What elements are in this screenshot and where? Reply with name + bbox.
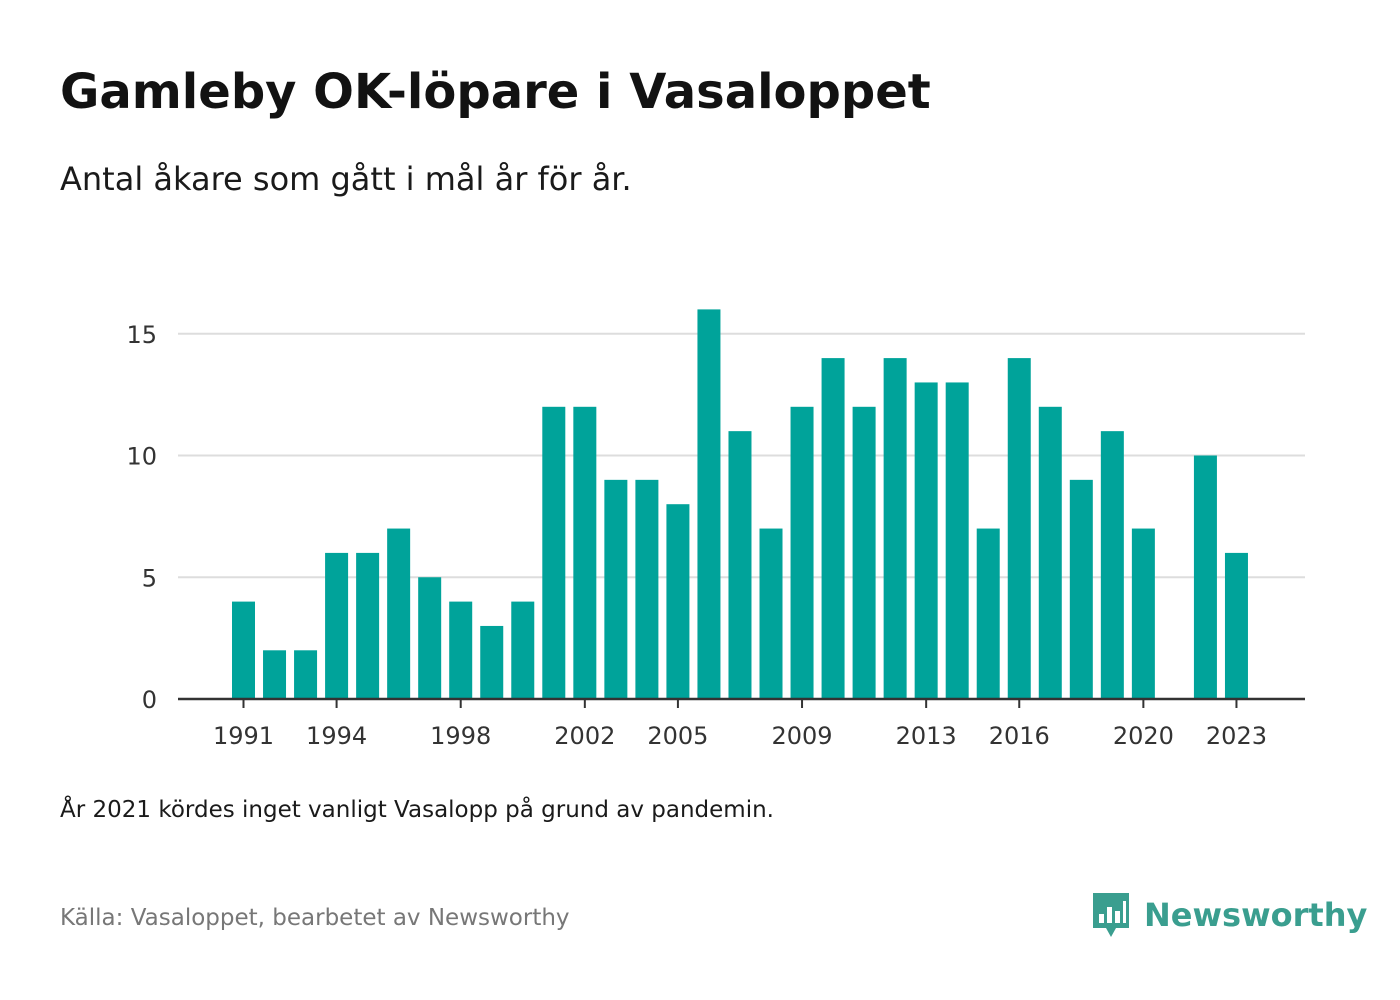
bar <box>387 528 411 699</box>
y-tick-label: 15 <box>126 321 157 349</box>
bar <box>542 406 566 699</box>
brand-logo: Newsworthy <box>1090 890 1367 940</box>
brand-name: Newsworthy <box>1144 896 1368 934</box>
bar <box>852 406 876 699</box>
bar <box>1100 431 1124 699</box>
bar <box>790 406 814 699</box>
bar <box>604 479 628 699</box>
bar <box>263 650 287 699</box>
chart-note: År 2021 kördes inget vanligt Vasalopp på… <box>60 797 774 823</box>
x-tick-label: 2002 <box>554 722 615 750</box>
bar <box>728 431 752 699</box>
bar <box>294 650 318 699</box>
bar <box>325 552 349 699</box>
bar <box>1224 552 1248 699</box>
x-tick-label: 2009 <box>772 722 833 750</box>
bar <box>1038 406 1062 699</box>
bar <box>1193 455 1217 699</box>
bar <box>759 528 783 699</box>
bar <box>883 358 907 699</box>
bar <box>635 479 659 699</box>
bar <box>945 382 969 699</box>
y-tick-label: 10 <box>126 443 157 471</box>
y-tick-label: 5 <box>142 564 157 592</box>
bar <box>449 601 473 699</box>
y-tick-label: 0 <box>142 686 157 714</box>
bar <box>666 504 690 699</box>
chart-subtitle: Antal åkare som gått i mål år för år. <box>60 160 632 198</box>
bar <box>1007 358 1031 699</box>
x-tick-label: 2023 <box>1206 722 1267 750</box>
x-tick-label: 1991 <box>213 722 274 750</box>
x-tick-label: 2020 <box>1113 722 1174 750</box>
bar <box>914 382 938 699</box>
axes: 0 5 10 15 1991 1994 1998 2002 2005 2009 2013 2016 20… <box>126 321 1305 750</box>
x-tick-label: 2016 <box>989 722 1050 750</box>
bar <box>976 528 1000 699</box>
bar <box>1131 528 1155 699</box>
bar <box>356 552 380 699</box>
bar <box>1069 479 1093 699</box>
bar <box>418 577 442 699</box>
bars <box>232 309 1248 699</box>
bar <box>511 601 535 699</box>
bar <box>480 625 504 699</box>
x-tick-label: 2013 <box>896 722 957 750</box>
source-text: Källa: Vasaloppet, bearbetet av Newswort… <box>60 905 570 931</box>
chart-title: Gamleby OK-löpare i Vasaloppet <box>60 64 931 120</box>
bar <box>821 358 845 699</box>
bar <box>573 406 597 699</box>
bar <box>232 601 255 699</box>
x-tick-label: 1998 <box>430 722 491 750</box>
bar <box>697 309 721 699</box>
newsworthy-logo-icon <box>1093 893 1129 937</box>
x-tick-label: 2005 <box>647 722 708 750</box>
bar-chart: 0 5 10 15 1991 1994 1998 2002 2005 2009 2013 2016 20… <box>126 309 1305 750</box>
x-tick-label: 1994 <box>306 722 367 750</box>
